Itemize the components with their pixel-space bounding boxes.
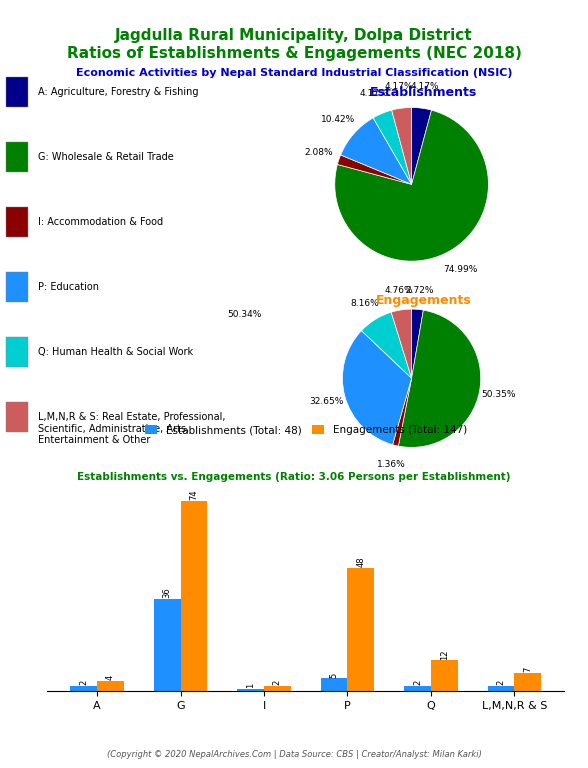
Text: 4.17%: 4.17% bbox=[385, 82, 413, 91]
Bar bbox=[181, 501, 208, 691]
Bar bbox=[6, 272, 28, 302]
Text: 5: 5 bbox=[330, 672, 339, 677]
Text: Engagements: Engagements bbox=[376, 294, 471, 307]
Bar bbox=[348, 568, 374, 691]
Bar bbox=[514, 674, 541, 691]
Wedge shape bbox=[373, 110, 412, 184]
Text: 2: 2 bbox=[79, 680, 88, 685]
Text: Establishments: Establishments bbox=[370, 86, 477, 99]
Wedge shape bbox=[340, 118, 412, 184]
Text: Establishments vs. Engagements (Ratio: 3.06 Persons per Establishment): Establishments vs. Engagements (Ratio: 3… bbox=[77, 472, 511, 482]
Text: 10.42%: 10.42% bbox=[320, 115, 355, 124]
Bar bbox=[71, 686, 97, 691]
Text: I: Accommodation & Food: I: Accommodation & Food bbox=[38, 217, 163, 227]
Bar bbox=[6, 402, 28, 432]
Text: 2.08%: 2.08% bbox=[304, 148, 333, 157]
Text: 4: 4 bbox=[106, 675, 115, 680]
Text: 4.17%: 4.17% bbox=[360, 89, 388, 98]
Text: 1: 1 bbox=[246, 683, 255, 688]
Wedge shape bbox=[412, 310, 423, 379]
Wedge shape bbox=[335, 110, 489, 261]
Text: 2: 2 bbox=[496, 680, 506, 685]
Bar bbox=[154, 599, 181, 691]
Text: 8.16%: 8.16% bbox=[350, 299, 379, 307]
Wedge shape bbox=[338, 155, 412, 184]
Wedge shape bbox=[362, 312, 412, 379]
Text: 2: 2 bbox=[413, 680, 422, 685]
Text: 12: 12 bbox=[440, 649, 449, 660]
Text: Q: Human Health & Social Work: Q: Human Health & Social Work bbox=[38, 347, 193, 357]
Bar bbox=[321, 678, 348, 691]
Text: 32.65%: 32.65% bbox=[309, 397, 343, 406]
Text: Ratios of Establishments & Engagements (NEC 2018): Ratios of Establishments & Engagements (… bbox=[66, 46, 522, 61]
Wedge shape bbox=[412, 108, 432, 184]
Text: 1.36%: 1.36% bbox=[376, 460, 405, 468]
Bar bbox=[404, 686, 431, 691]
Bar bbox=[6, 77, 28, 107]
Text: Economic Activities by Nepal Standard Industrial Classification (NSIC): Economic Activities by Nepal Standard In… bbox=[76, 68, 512, 78]
Text: (Copyright © 2020 NepalArchives.Com | Data Source: CBS | Creator/Analyst: Milan : (Copyright © 2020 NepalArchives.Com | Da… bbox=[106, 750, 482, 759]
Wedge shape bbox=[342, 331, 412, 445]
Text: 74: 74 bbox=[189, 490, 198, 500]
Text: 48: 48 bbox=[356, 557, 365, 567]
Text: 50.34%: 50.34% bbox=[227, 310, 261, 319]
Bar bbox=[431, 660, 457, 691]
Bar bbox=[238, 689, 264, 691]
Bar bbox=[6, 142, 28, 172]
Bar bbox=[264, 686, 290, 691]
Text: 2: 2 bbox=[273, 680, 282, 685]
Wedge shape bbox=[391, 310, 412, 379]
Wedge shape bbox=[392, 108, 412, 184]
Wedge shape bbox=[398, 310, 481, 447]
Bar bbox=[97, 681, 124, 691]
Wedge shape bbox=[393, 379, 412, 446]
Text: 2.72%: 2.72% bbox=[405, 286, 433, 295]
Text: Jagdulla Rural Municipality, Dolpa District: Jagdulla Rural Municipality, Dolpa Distr… bbox=[115, 28, 473, 43]
Text: 4.76%: 4.76% bbox=[384, 286, 413, 295]
Text: 7: 7 bbox=[523, 667, 532, 673]
Text: G: Wholesale & Retail Trade: G: Wholesale & Retail Trade bbox=[38, 152, 173, 162]
Text: L,M,N,R & S: Real Estate, Professional,
Scientific, Administrative, Arts,
Entert: L,M,N,R & S: Real Estate, Professional, … bbox=[38, 412, 225, 445]
Text: P: Education: P: Education bbox=[38, 282, 99, 292]
Text: 74.99%: 74.99% bbox=[443, 265, 478, 274]
Bar bbox=[487, 686, 514, 691]
Bar bbox=[6, 337, 28, 367]
Text: 4.17%: 4.17% bbox=[410, 82, 439, 91]
Bar bbox=[6, 207, 28, 237]
Text: A: Agriculture, Forestry & Fishing: A: Agriculture, Forestry & Fishing bbox=[38, 87, 199, 97]
Text: 50.35%: 50.35% bbox=[482, 389, 516, 399]
Text: 36: 36 bbox=[163, 588, 172, 598]
Legend: Establishments (Total: 48), Engagements (Total: 147): Establishments (Total: 48), Engagements … bbox=[141, 421, 471, 439]
